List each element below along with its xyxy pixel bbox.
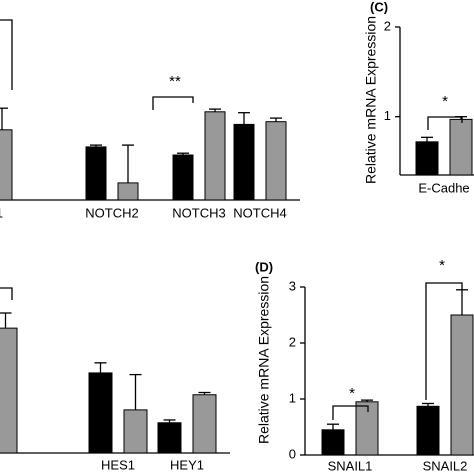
bar: [416, 405, 440, 456]
panel-label: (C): [370, 0, 388, 14]
bracket: [0, 19, 13, 90]
error-bar: [270, 117, 282, 122]
error-bar: [209, 108, 221, 112]
significance: *: [349, 385, 355, 402]
x-tick-label: E-Cadhe: [418, 180, 469, 195]
y-tick-label: 1: [384, 108, 391, 123]
error-bar: [163, 419, 176, 423]
bar: [192, 394, 217, 454]
bar: [450, 314, 474, 456]
bar: [157, 422, 182, 454]
error-bar: [122, 144, 134, 183]
y-tick-label: 2: [384, 18, 391, 33]
error-bar: [422, 402, 434, 407]
error-bar: [361, 399, 373, 402]
significance: *: [442, 93, 448, 110]
bar: [355, 401, 379, 456]
y-tick-label: 2: [289, 334, 296, 349]
y-axis-label: Relative mRNA Expression: [363, 16, 379, 184]
bar: [172, 154, 194, 201]
bar: [415, 141, 439, 176]
error-bar: [198, 391, 211, 395]
bracket: [425, 282, 463, 400]
error-bar: [90, 144, 102, 147]
bar: [233, 123, 255, 201]
x-tick-label: NOTCH4: [233, 205, 286, 220]
y-axis-label: Relative mRNA Expression: [256, 276, 272, 444]
y-tick-label: 1: [289, 390, 296, 405]
bar: [117, 182, 139, 201]
bar: [123, 409, 148, 454]
significance: *: [439, 257, 445, 274]
bar: [85, 146, 107, 201]
x-tick-label: SNAIL1: [328, 458, 373, 473]
significance: **: [169, 73, 181, 90]
x-tick-label: HES1: [101, 457, 135, 472]
bar: [0, 327, 18, 454]
bracket: [152, 96, 194, 110]
bar: [265, 121, 287, 201]
error-bar: [0, 312, 12, 329]
bar: [321, 429, 345, 456]
panel-label: (D): [255, 259, 273, 274]
error-bar: [129, 373, 142, 410]
bracket: [332, 405, 369, 420]
bar: [88, 372, 113, 454]
error-bar: [238, 112, 250, 125]
bar: [449, 118, 473, 176]
error-bar: [456, 289, 468, 315]
y-tick-label: 0: [289, 446, 296, 461]
x-tick-label: TCH1: [0, 205, 3, 220]
bracket: [0, 287, 13, 300]
y-tick-label: 3: [289, 278, 296, 293]
bar: [204, 111, 226, 201]
x-tick-label: HEY1: [170, 457, 204, 472]
bar: [0, 129, 13, 201]
bracket: [427, 116, 463, 130]
error-bar: [327, 423, 339, 430]
error-bar: [94, 362, 107, 373]
x-tick-label: SNAIL2: [423, 458, 468, 473]
x-tick-label: NOTCH2: [85, 205, 138, 220]
error-bar: [0, 107, 8, 130]
error-bar: [177, 152, 189, 155]
error-bar: [421, 136, 433, 142]
x-tick-label: NOTCH3: [172, 205, 225, 220]
